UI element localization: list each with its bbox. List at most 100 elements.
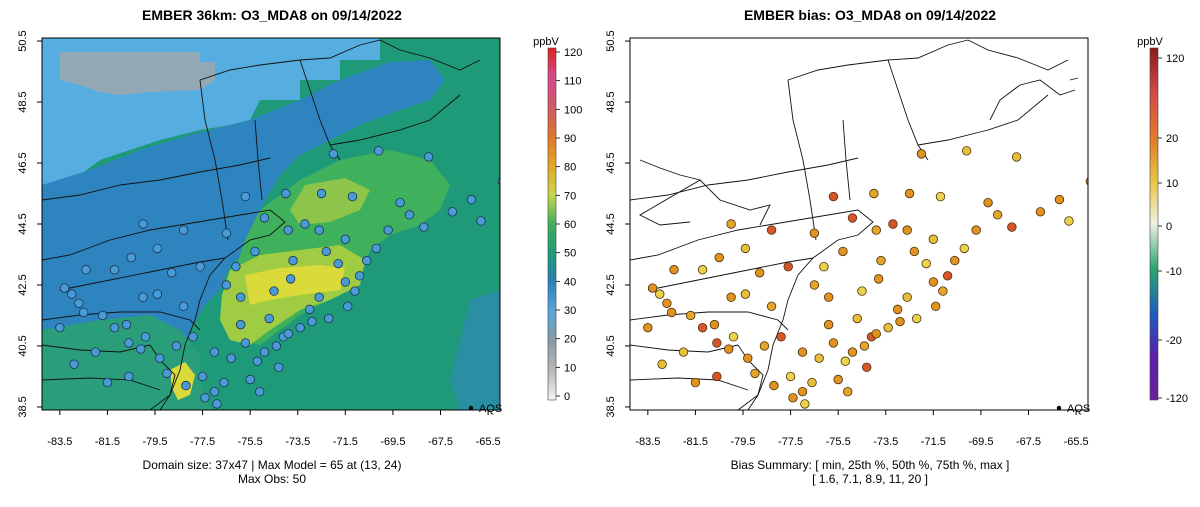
left-colorbar-unit: ppbV xyxy=(533,36,559,48)
right-station-marker xyxy=(833,374,843,385)
right-station-marker xyxy=(662,298,672,308)
right-station-marker xyxy=(709,319,720,330)
x-tick-label: -71.5 xyxy=(333,436,358,448)
left-station-marker xyxy=(395,197,405,208)
left-station-marker xyxy=(295,322,305,333)
left-station-marker xyxy=(97,310,108,321)
left-station-marker xyxy=(235,292,246,302)
left-station-marker xyxy=(221,228,232,238)
right-station-marker xyxy=(983,197,993,208)
left-caption-line2: Max Obs: 50 xyxy=(238,472,306,486)
left-station-marker xyxy=(259,347,270,357)
left-station-marker xyxy=(200,393,210,403)
left-station-marker xyxy=(166,268,177,278)
right-station-marker xyxy=(942,271,953,281)
right-station-marker xyxy=(712,338,722,348)
right-station-marker xyxy=(759,341,770,351)
colorbar-tick-label: 120 xyxy=(1166,53,1184,65)
left-y-axis: 38.5 40.5 42.5 44.5 46.5 48.5 50.5 xyxy=(17,30,42,418)
right-station-marker xyxy=(1011,152,1022,162)
right-station-marker xyxy=(666,307,677,318)
right-station-marker xyxy=(928,277,939,287)
right-station-marker xyxy=(847,347,858,357)
left-station-marker xyxy=(240,191,251,202)
right-caption-line1: Bias Summary: [ min, 25th %, 50th %, 75t… xyxy=(731,458,1010,472)
right-station-marker xyxy=(909,246,920,257)
x-tick-label: -77.5 xyxy=(190,436,215,448)
right-station-marker xyxy=(685,310,696,321)
left-station-marker xyxy=(212,399,222,409)
right-station-marker xyxy=(697,322,708,333)
x-tick-label: -79.5 xyxy=(730,436,755,448)
right-station-marker xyxy=(678,347,689,357)
left-station-marker xyxy=(240,338,251,348)
left-station-marker xyxy=(152,243,163,254)
left-station-marker xyxy=(209,387,220,397)
left-station-marker xyxy=(269,286,279,296)
left-station-marker xyxy=(323,313,334,324)
left-station-marker xyxy=(155,353,165,363)
x-tick-label: -67.5 xyxy=(1016,436,1041,448)
left-station-marker xyxy=(340,277,351,287)
left-station-marker xyxy=(350,286,360,296)
left-station-marker xyxy=(178,301,189,312)
left-station-marker xyxy=(362,255,372,266)
left-station-marker xyxy=(328,149,339,159)
right-station-marker xyxy=(916,149,927,159)
right-station-marker xyxy=(724,344,734,354)
right-station-marker xyxy=(950,255,960,266)
left-station-marker xyxy=(285,274,296,284)
right-station-marker xyxy=(690,377,701,388)
x-tick-label: -71.5 xyxy=(921,436,946,448)
left-station-marker xyxy=(321,246,332,257)
right-map-body xyxy=(630,38,1088,410)
left-station-marker xyxy=(197,371,208,382)
right-station-marker xyxy=(902,292,912,302)
left-station-marker xyxy=(67,289,77,299)
left-station-marker xyxy=(373,146,384,156)
left-station-marker xyxy=(245,374,255,385)
right-station-marker xyxy=(655,289,665,299)
colorbar-tick-label: 20 xyxy=(564,334,576,346)
left-station-marker xyxy=(354,271,365,281)
y-tick-label: 50.5 xyxy=(605,30,617,51)
left-station-markers xyxy=(55,146,500,409)
right-station-marker xyxy=(743,353,753,363)
y-tick-label: 42.5 xyxy=(605,274,617,295)
left-station-marker xyxy=(264,313,274,324)
colorbar-tick-label: 120 xyxy=(564,47,582,59)
colorbar-tick-label: 70 xyxy=(564,190,576,202)
right-station-marker xyxy=(1064,216,1074,226)
right-map-panel: EMBER bias: O3_MDA8 on 09/14/2022 xyxy=(605,7,1188,486)
right-station-marker xyxy=(728,332,739,342)
left-map-panel: EMBER 36km: O3_MDA8 on 09/14/2022 xyxy=(17,7,582,486)
left-station-marker xyxy=(281,188,291,199)
left-station-marker xyxy=(404,210,415,220)
right-station-marker xyxy=(935,191,946,202)
right-station-marker xyxy=(838,246,848,257)
colorbar-tick-label: -20 xyxy=(1166,335,1182,347)
right-station-marker xyxy=(785,371,796,382)
right-station-marker xyxy=(807,377,817,388)
right-station-marker xyxy=(892,304,903,315)
colorbar-tick-label: 0 xyxy=(564,391,570,403)
left-station-marker xyxy=(340,234,351,244)
colorbar-tick-label: 10 xyxy=(1166,178,1178,190)
x-tick-label: -65.5 xyxy=(476,436,501,448)
right-map-title: EMBER bias: O3_MDA8 on 09/14/2022 xyxy=(744,7,996,23)
right-station-marker xyxy=(726,292,736,302)
left-station-marker xyxy=(347,191,358,202)
right-station-marker xyxy=(828,338,839,348)
right-station-marker xyxy=(1054,194,1065,205)
left-station-marker xyxy=(304,304,315,315)
left-station-marker xyxy=(226,353,236,363)
left-station-marker xyxy=(314,225,324,235)
left-station-marker xyxy=(254,387,265,397)
x-tick-label: -67.5 xyxy=(428,436,453,448)
y-tick-label: 48.5 xyxy=(17,91,29,112)
right-station-marker xyxy=(852,313,862,324)
left-station-marker xyxy=(109,265,120,275)
right-station-marker xyxy=(883,322,893,333)
left-station-marker xyxy=(307,316,317,327)
colorbar-tick-label: 0 xyxy=(1166,221,1172,233)
